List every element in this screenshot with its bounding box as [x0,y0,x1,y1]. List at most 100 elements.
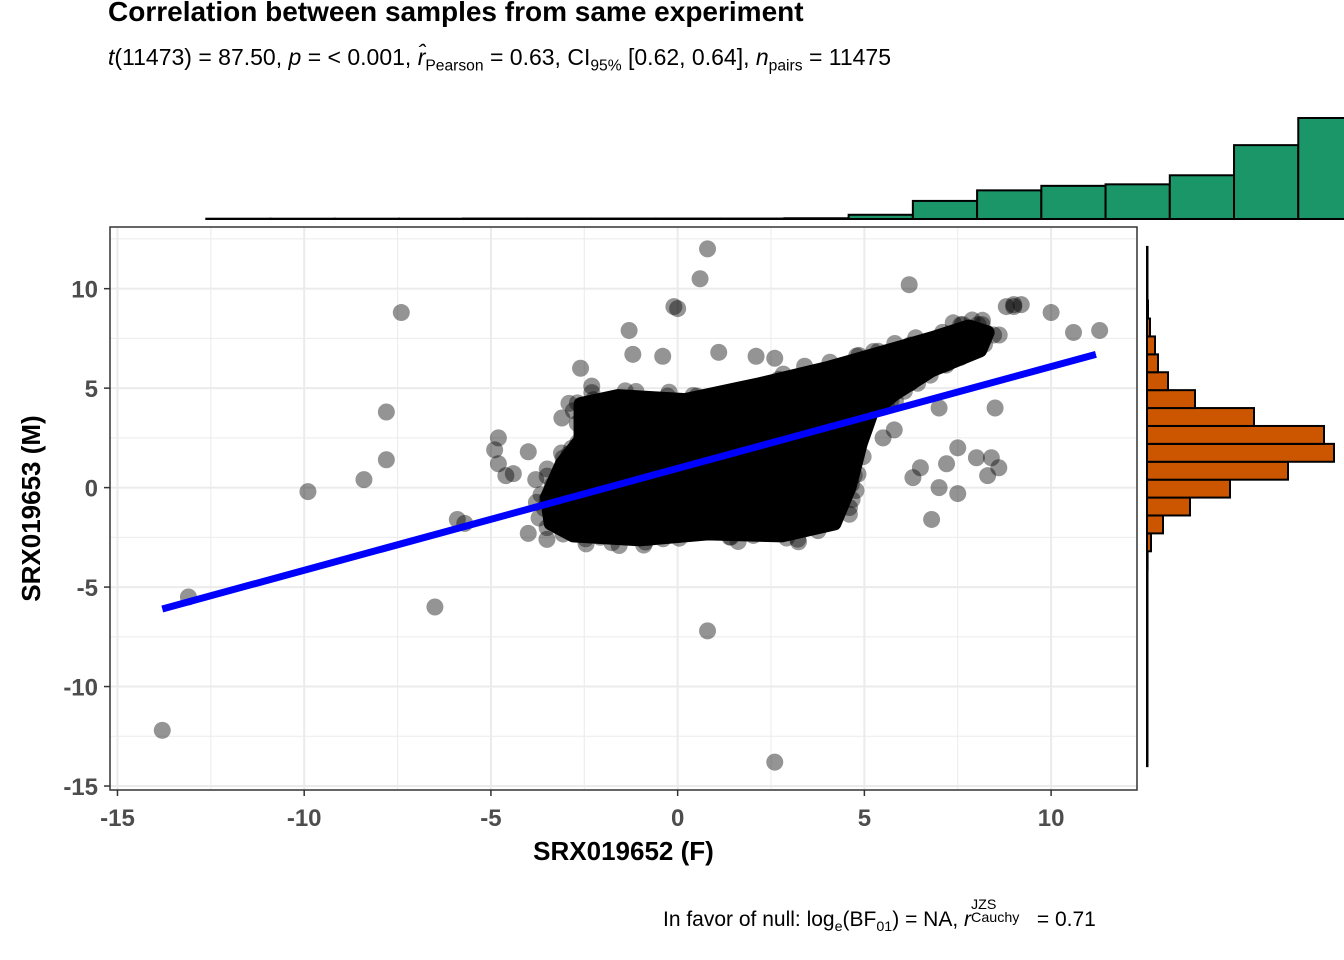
scatter-point [930,399,948,417]
cloud-edge-point [658,387,676,405]
cloud-edge-point [990,326,1008,344]
cloud-edge-point [843,491,861,509]
cloud-edge-point [660,383,678,401]
right-histogram-bar [1146,621,1149,642]
top-histogram-bar [976,189,1043,221]
cloud-edge-point [557,518,575,536]
y-axis-title: SRX019653 (M) [16,415,46,601]
cloud-edge-point [564,518,582,536]
cloud-edge-point [909,374,927,392]
right-histogram-bar [1146,586,1149,607]
chart-subtitle: t(11473) = 87.50, p = < 0.001, r̂Pearson… [108,44,891,75]
cloud-edge-point [671,524,689,542]
cloud-edge-point [774,365,792,383]
cloud-edge-point [891,344,909,362]
right-histogram-bar [1146,389,1196,410]
cloud-edge-point [697,395,715,413]
scatter-point [930,479,948,497]
cloud-edge-point [553,444,571,462]
scatter-point [904,469,922,487]
scatter-point [885,421,903,439]
scatter-point [766,753,784,771]
cloud-edge-point [965,330,983,348]
cloud-edge-point [944,314,962,332]
cloud-edge-point [975,335,993,353]
top-histogram [205,117,1344,221]
scatter-point [766,349,784,367]
cloud-edge-point [939,354,957,372]
cloud-edge-point [812,363,830,381]
scatter-point [669,300,687,318]
caption-r-value: = 0.71 [1036,908,1096,931]
caption-bf-subscript: 01 [876,918,893,935]
scatter-point [1065,323,1083,341]
x-axis-ticks: -15 -10 -5 0 5 10 [100,790,1064,832]
scatter-point [874,429,892,447]
cloud-edge-point [789,533,807,551]
subtitle-ci-subscript: 95% [590,57,622,75]
scatter-point [691,270,709,288]
cloud-edge-point [577,530,595,548]
cloud-edge-point [554,525,572,543]
scatter-point [982,449,1000,467]
cloud-edge-point [913,336,931,354]
cloud-edge-point [907,329,925,347]
cloud-edge-point [616,382,634,400]
cloud-edge-point [553,464,571,482]
y-tick-label: -10 [63,675,98,702]
cloud-edge-point [856,353,874,371]
scatter-point [377,403,395,421]
caption-bf: (BF [842,908,877,931]
cloud-edge-point [906,364,924,382]
scatter-point [392,304,410,322]
cloud-edge-point [914,336,932,354]
cloud-edge-point [921,366,939,384]
scatter-point [553,409,571,427]
cloud-edge-point [778,529,796,547]
cloud-edge-point [951,348,969,366]
right-histogram-bar [1146,460,1289,481]
cloud-edge-point [603,534,621,552]
cloud-edge-point [789,530,807,548]
right-histogram-bar [1146,424,1325,445]
cloud-edge-point [823,499,841,517]
right-histogram-bar [1146,478,1231,499]
grid-lines [110,227,1137,790]
scatter-point [624,345,642,363]
right-histogram-bar [1146,317,1151,338]
cloud-edge-point [890,341,908,359]
scatter-point [986,399,1004,417]
scatter-point [949,485,967,503]
cloud-edge-point [865,343,883,361]
cloud-edge-point [568,394,586,412]
cloud-edge-point [800,368,818,386]
subtitle-ci-label: CI [567,44,591,70]
scatter-point [796,357,814,375]
right-histogram-bar [1146,281,1149,302]
right-histogram-bar [1146,496,1191,517]
cloud-edge-point [901,336,919,354]
cloud-edge-point [954,315,972,333]
scatter-point [497,467,515,485]
cloud-edge-point [838,438,856,456]
cloud-edge-point [789,521,807,539]
cloud-edge-point [573,432,591,450]
cloud-edge-point [610,537,628,555]
cloud-edge-point [574,424,592,442]
top-histogram-bar [911,199,979,220]
top-histogram-bar [1168,174,1236,221]
right-histogram-bar [1146,604,1149,624]
scatter-point [699,240,717,258]
scatter-point [1005,296,1023,314]
scatter-point [583,377,601,395]
cloud-edge-point [965,327,983,345]
cloud-edge-point [641,524,659,542]
scatter-point [840,499,858,517]
cloud-edge-point [560,445,578,463]
cloud-edge-point [538,460,556,478]
cloud-edge-point [834,362,852,380]
right-histogram-bar [1146,550,1149,571]
scatter-point [504,465,522,483]
cloud-edge-point [850,346,868,364]
right-histogram-bar [1146,335,1156,356]
